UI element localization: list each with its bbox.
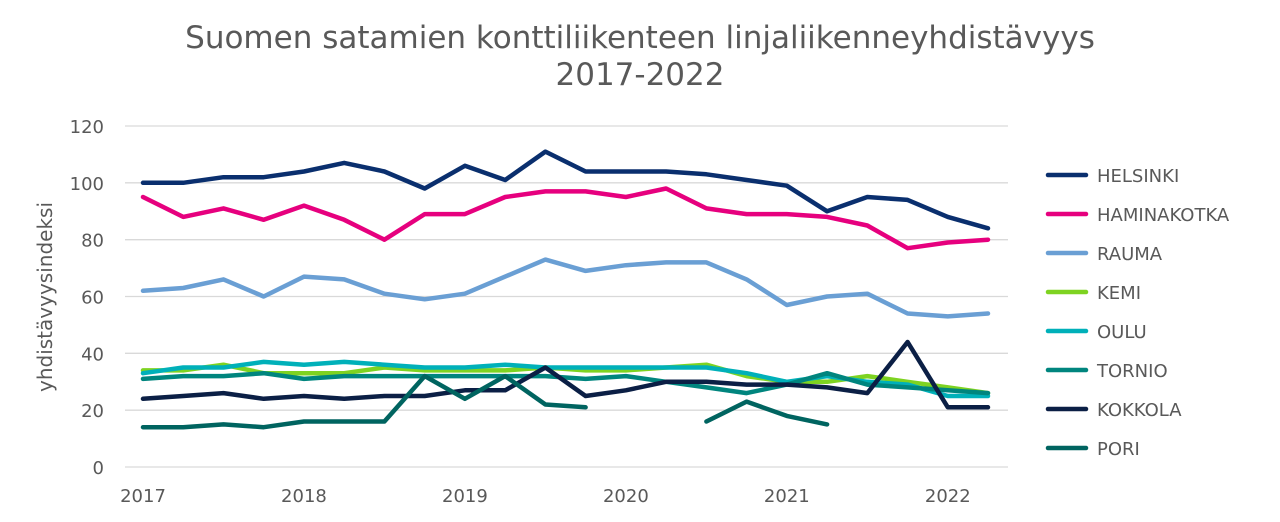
- y-tick-label: 100: [70, 174, 104, 195]
- legend-label: KOKKOLA: [1097, 400, 1182, 421]
- legend-label: KEMI: [1097, 283, 1141, 304]
- x-tick-label: 2021: [764, 486, 810, 507]
- y-tick-label: 120: [70, 117, 104, 138]
- legend-label: OULU: [1097, 322, 1147, 343]
- x-tick-label: 2020: [603, 486, 649, 507]
- x-tick-label: 2017: [120, 486, 166, 507]
- chart-title-line-2: 2017-2022: [555, 57, 725, 93]
- y-tick-label: 20: [81, 401, 104, 422]
- y-axis-label: yhdistävyysindeksi: [33, 202, 57, 392]
- x-tick-label: 2018: [281, 486, 327, 507]
- legend-label: HELSINKI: [1097, 166, 1179, 187]
- series-line-pori: [140, 373, 830, 430]
- legend-label: TORNIO: [1096, 361, 1168, 382]
- legend-label: HAMINAKOTKA: [1097, 205, 1230, 226]
- series-line-haminakotka: [140, 186, 991, 251]
- legend-label: PORI: [1097, 439, 1140, 460]
- chart-title-line-1: Suomen satamien konttiliikenteen linjali…: [185, 20, 1095, 56]
- y-tick-label: 60: [81, 288, 104, 309]
- series-line-rauma: [140, 257, 991, 319]
- y-tick-label: 80: [81, 231, 104, 252]
- series-line-kokkola: [140, 339, 991, 410]
- legend-label: RAUMA: [1097, 244, 1163, 265]
- x-tick-label: 2022: [925, 486, 971, 507]
- y-tick-label: 40: [81, 344, 104, 365]
- series-line-helsinki: [140, 149, 991, 231]
- y-tick-label: 0: [93, 458, 104, 479]
- series-line-tornio: [140, 370, 991, 396]
- x-tick-label: 2019: [442, 486, 488, 507]
